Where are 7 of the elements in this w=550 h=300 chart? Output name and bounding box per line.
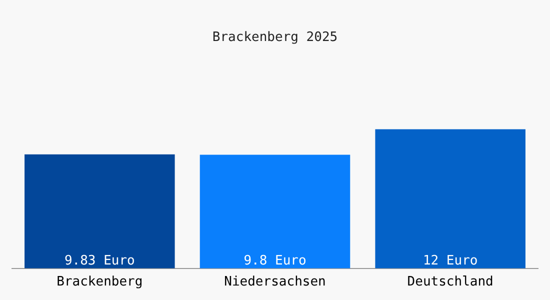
x-tick-label: Niedersachsen	[224, 274, 326, 290]
data-label: 9.8 Euro	[244, 253, 306, 268]
x-tick-label: Brackenberg	[56, 274, 143, 290]
data-label: 12 Euro	[422, 253, 478, 268]
x-tick-label: Deutschland	[407, 274, 494, 290]
chart-title: Brackenberg 2025	[212, 30, 338, 46]
data-label: 9.83 Euro	[64, 253, 135, 268]
